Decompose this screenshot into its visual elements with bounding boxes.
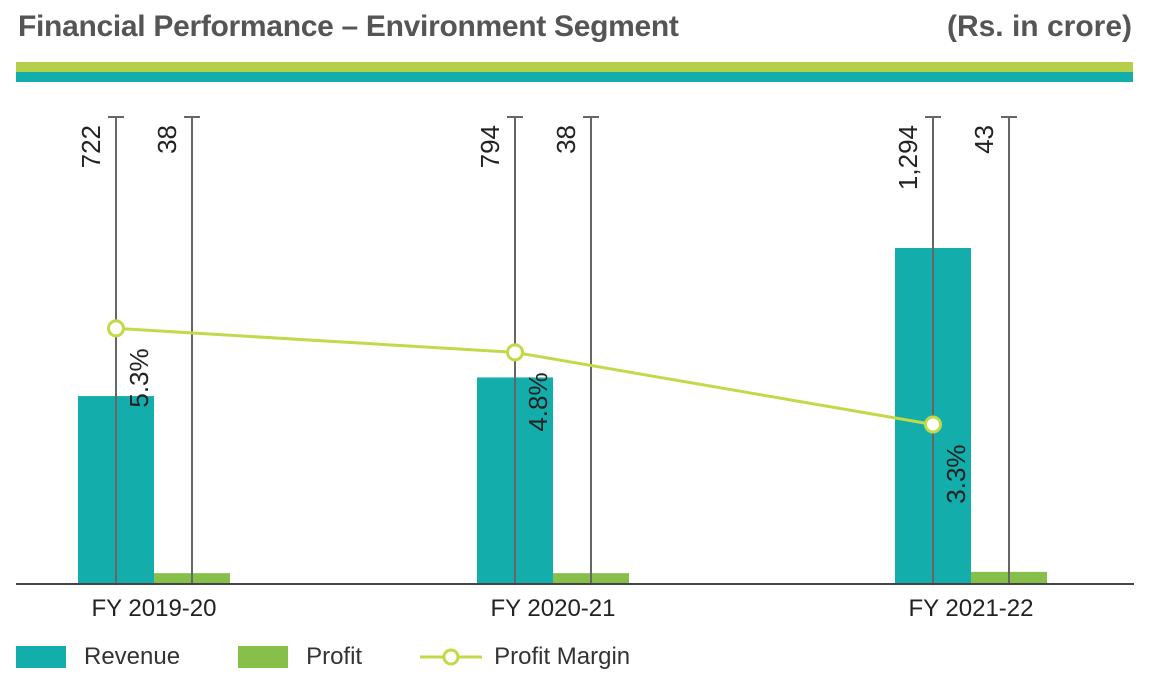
x-tick-label-fy-2020-21: FY 2020-21 <box>491 595 616 622</box>
chart-title: Financial Performance – Environment Segm… <box>18 10 679 43</box>
profit-margin-label-fy-2020-21: 4.8% <box>523 372 553 431</box>
legend-swatch-profit <box>238 646 289 668</box>
x-tick-label-fy-2019-20: FY 2019-20 <box>92 595 217 622</box>
profit-margin-label-fy-2021-22: 3.3% <box>941 444 971 503</box>
legend-item-revenue[interactable]: Revenue <box>16 643 180 671</box>
profit-margin-point-fy-2020-21 <box>506 343 524 362</box>
revenue-label-fy-2019-20: 722 <box>76 125 106 168</box>
revenue-label-fy-2020-21: 794 <box>475 125 505 168</box>
profit-label-fy-2021-22: 43 <box>969 125 999 154</box>
header-band-top <box>16 62 1133 72</box>
profit-label-fy-2020-21: 38 <box>551 125 581 154</box>
legend-item-profit-margin[interactable]: Profit Margin <box>420 643 630 671</box>
revenue-label-fy-2021-22: 1,294 <box>893 125 923 190</box>
legend-swatch-revenue <box>16 646 66 668</box>
header-band-bottom <box>16 72 1133 82</box>
legend-label-profit: Profit <box>306 643 363 670</box>
profit-margin-point-fy-2019-20 <box>107 319 125 338</box>
legend-label-revenue: Revenue <box>84 643 181 670</box>
profit-margin-label-fy-2019-20: 5.3% <box>124 348 154 407</box>
profit-label-fy-2019-20: 38 <box>152 125 182 154</box>
unit-label: (Rs. in crore) <box>946 10 1132 43</box>
legend-label-profit-margin: Profit Margin <box>494 643 631 670</box>
legend-item-profit[interactable]: Profit <box>238 643 362 671</box>
x-tick-label-fy-2021-22: FY 2021-22 <box>909 595 1034 622</box>
legend-line-marker-icon <box>420 648 483 666</box>
legend: Revenue Profit Profit Margin <box>16 640 688 674</box>
profit-margin-point-fy-2021-22 <box>924 415 942 434</box>
